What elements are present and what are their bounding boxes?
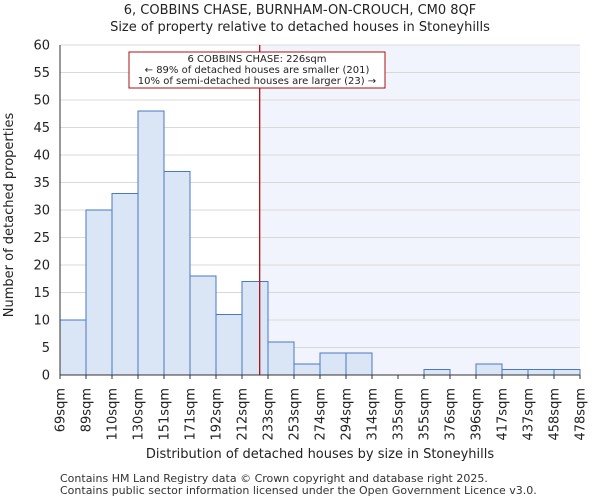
chart-title: 6, COBBINS CHASE, BURNHAM-ON-CROUCH, CM0… — [123, 3, 477, 18]
x-tick-label: 314sqm — [366, 388, 381, 441]
histogram-bar — [293, 363, 321, 376]
x-tick-label: 69sqm — [54, 388, 69, 432]
x-tick-label: 396sqm — [470, 388, 485, 441]
histogram-bar — [85, 209, 113, 376]
histogram-bar — [137, 110, 165, 376]
x-tick-label: 110sqm — [106, 388, 121, 441]
footer-copyright: Contains HM Land Registry data © Crown c… — [60, 472, 488, 485]
y-tick-label: 5 — [42, 341, 50, 356]
histogram-bar — [163, 171, 191, 376]
x-tick-label: 89sqm — [80, 388, 95, 432]
histogram-bar — [475, 363, 503, 376]
y-tick-label: 50 — [33, 94, 50, 109]
y-tick-label: 40 — [33, 149, 50, 164]
x-tick-label: 478sqm — [574, 388, 589, 441]
x-tick-label: 151sqm — [158, 388, 173, 441]
histogram-bar — [501, 369, 529, 376]
annotation-line: ← 89% of detached houses are smaller (20… — [145, 65, 370, 76]
y-tick-label: 25 — [33, 231, 50, 246]
annotation-box — [128, 51, 386, 89]
x-axis-label: Distribution of detached houses by size … — [146, 447, 495, 462]
x-tick-label: 437sqm — [522, 388, 537, 441]
chart-svg: 0 5 10 15 20 25 30 35 40 45 50 55 60 69sqm 89sqm 110sq… — [2, 39, 589, 463]
x-tick-label: 192sqm — [210, 388, 225, 441]
x-tick-label: 171sqm — [184, 388, 199, 441]
y-tick-label: 10 — [33, 314, 50, 329]
y-tick-label: 0 — [42, 369, 50, 384]
x-tick-label: 355sqm — [418, 388, 433, 441]
histogram-bar — [319, 352, 347, 376]
y-tick-label: 35 — [33, 176, 50, 191]
histogram-bar — [189, 275, 217, 376]
x-tick-label: 274sqm — [314, 388, 329, 441]
x-tick-label: 294sqm — [340, 388, 355, 441]
histogram-bar — [423, 369, 451, 376]
x-tick-label: 417sqm — [496, 388, 511, 441]
y-tick-label: 45 — [33, 121, 50, 136]
histogram-bar — [527, 369, 555, 376]
x-tick-label: 130sqm — [132, 388, 147, 441]
annotation-line: 6 COBBINS CHASE: 226sqm — [187, 54, 326, 65]
y-tick-label: 15 — [33, 286, 50, 301]
histogram-bar — [553, 369, 581, 376]
histogram-bar — [241, 281, 269, 376]
histogram-bar — [59, 319, 87, 376]
x-tick-label: 253sqm — [288, 388, 303, 441]
x-tick-label: 376sqm — [444, 388, 459, 441]
y-tick-label: 20 — [33, 259, 50, 274]
histogram-bar — [267, 341, 295, 376]
footer-licence: Contains public sector information licen… — [60, 484, 537, 497]
annotation-line: 10% of semi-detached houses are larger (… — [138, 76, 376, 87]
histogram-bar — [215, 314, 243, 376]
chart-subtitle: Size of property relative to detached ho… — [110, 20, 490, 35]
y-axis-label: Number of detached properties — [2, 113, 17, 318]
y-tick-label: 60 — [33, 39, 50, 54]
x-tick-label: 458sqm — [548, 388, 563, 441]
y-tick-label: 30 — [33, 204, 50, 219]
histogram-bar — [345, 352, 373, 376]
histogram-bar — [111, 193, 139, 376]
x-tick-label: 212sqm — [236, 388, 251, 441]
y-tick-label: 55 — [33, 66, 50, 81]
x-tick-label: 233sqm — [262, 388, 277, 441]
x-tick-label: 335sqm — [392, 388, 407, 441]
